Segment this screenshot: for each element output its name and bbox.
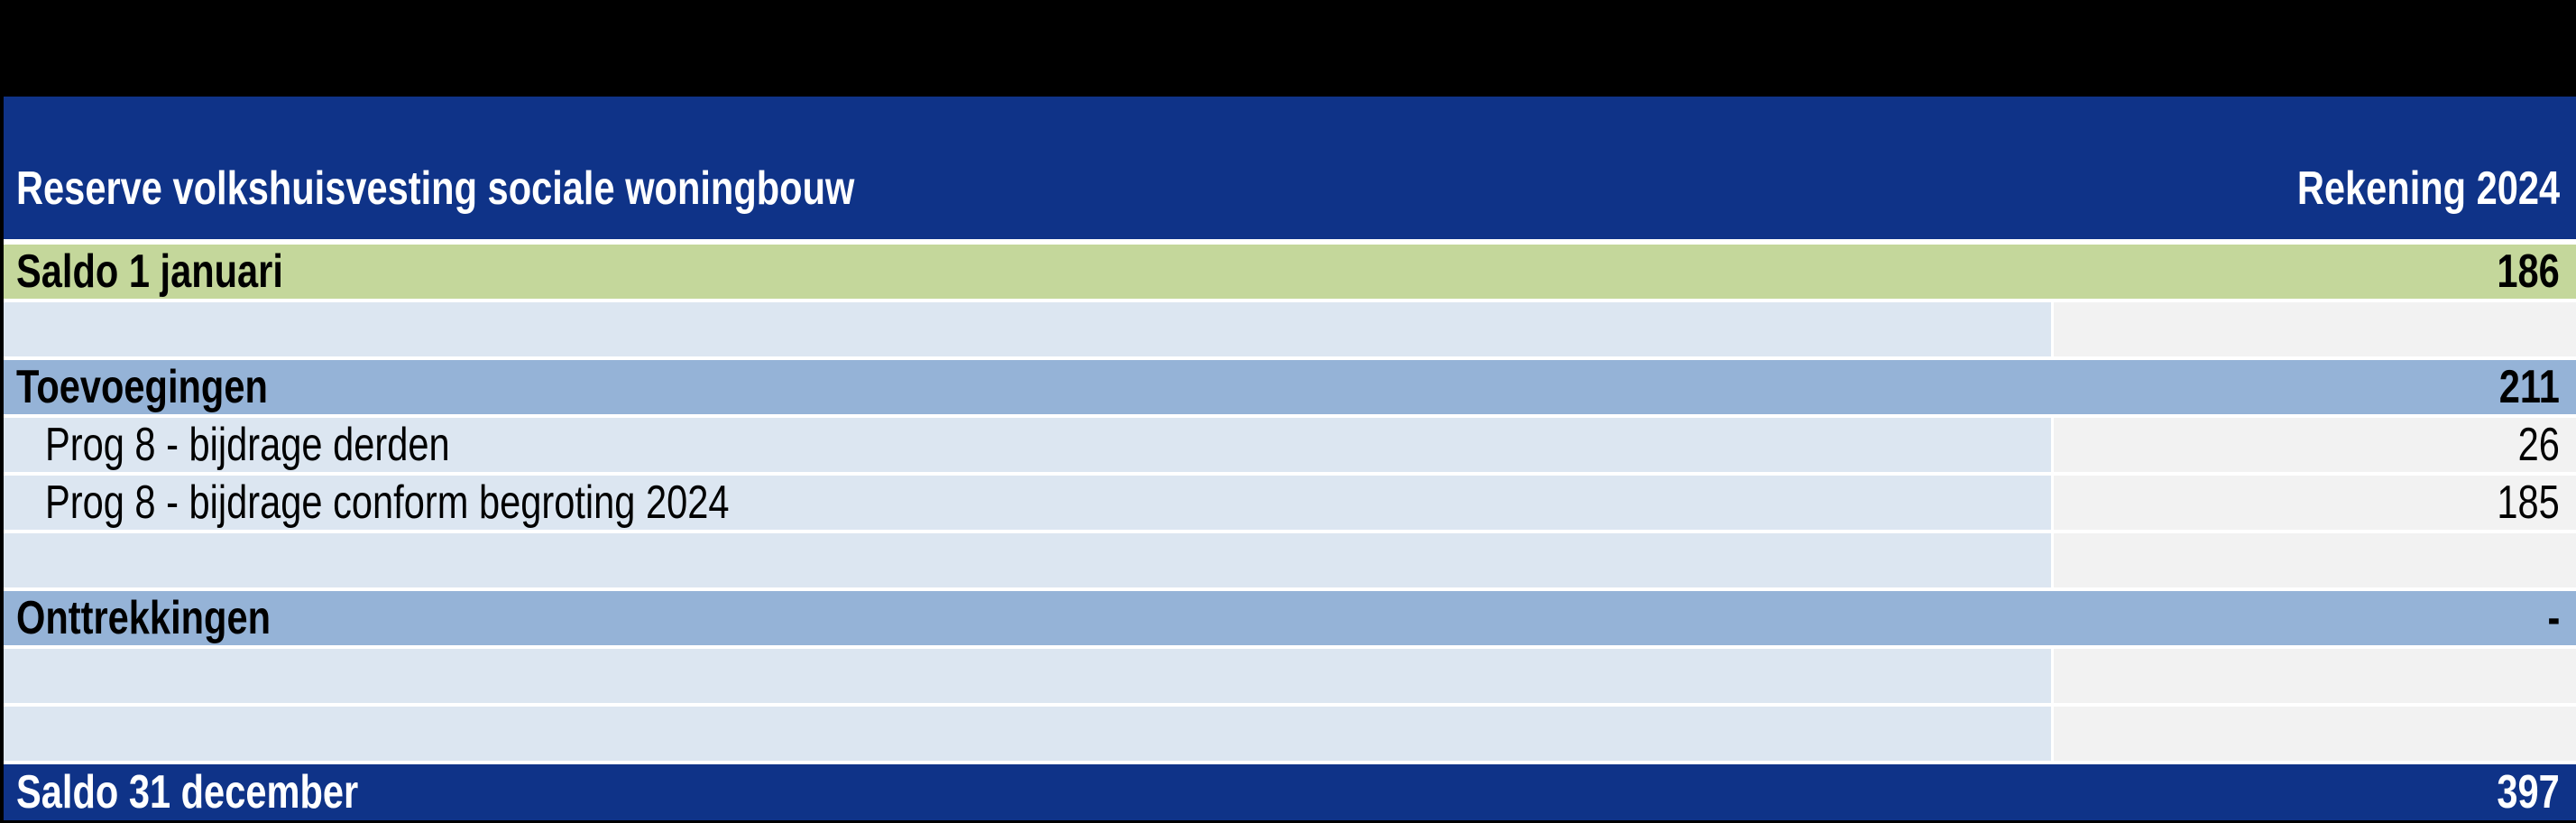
row-value-cell: 26 [2054, 418, 2576, 472]
row-saldo-1-januari: Saldo 1 januari 186 [4, 245, 2576, 299]
row-prog8-bijdrage-derden: Prog 8 - bijdrage derden 26 [4, 418, 2576, 472]
row-label-cell: Onttrekkingen [4, 591, 2054, 645]
row-label-cell [4, 649, 2051, 703]
row-value: 185 [2497, 476, 2560, 529]
row-value-cell: 185 [2054, 476, 2576, 530]
row-value: 397 [2497, 766, 2560, 818]
row-value-cell [2054, 707, 2576, 761]
row-value-cell [2054, 302, 2576, 356]
row-value: 186 [2497, 245, 2560, 298]
row-prog8-bijdrage-conform-begroting-2024: Prog 8 - bijdrage conform begroting 2024… [4, 476, 2576, 530]
row-toevoegingen: Toevoegingen 211 [4, 360, 2576, 414]
table-title: Reserve volkshuisvesting sociale woningb… [16, 162, 855, 215]
row-value: - [2547, 592, 2560, 644]
row-label: Prog 8 - bijdrage conform begroting 2024 [45, 476, 730, 529]
row-value: 211 [2498, 361, 2560, 413]
row-label-cell: Prog 8 - bijdrage conform begroting 2024 [4, 476, 2051, 530]
row-label: Onttrekkingen [16, 592, 271, 644]
row-value: 26 [2517, 419, 2560, 471]
row-empty [4, 302, 2576, 356]
row-label-cell: Saldo 1 januari [4, 245, 2054, 299]
table-header-row: Reserve volkshuisvesting sociale woningb… [4, 97, 2576, 239]
row-value-cell: - [2054, 591, 2576, 645]
row-label-cell [4, 707, 2051, 761]
row-value-cell [2054, 533, 2576, 587]
row-value-cell [2054, 649, 2576, 703]
row-label: Saldo 31 december [16, 766, 359, 818]
row-onttrekkingen: Onttrekkingen - [4, 591, 2576, 645]
row-label: Prog 8 - bijdrage derden [45, 419, 450, 471]
row-label: Saldo 1 januari [16, 245, 283, 298]
row-label-cell: Saldo 31 december [4, 764, 2054, 820]
row-value-cell: 186 [2054, 245, 2576, 299]
row-label: Toevoegingen [16, 361, 268, 413]
row-empty [4, 533, 2576, 587]
row-value-cell: 397 [2054, 764, 2576, 820]
row-label-cell: Toevoegingen [4, 360, 2054, 414]
column-header-rekening: Rekening 2024 [2296, 162, 2560, 215]
reserve-table: Reserve volkshuisvesting sociale woningb… [0, 97, 2576, 820]
row-empty [4, 649, 2576, 703]
row-label-cell [4, 302, 2051, 356]
row-label-cell: Prog 8 - bijdrage derden [4, 418, 2051, 472]
row-empty [4, 707, 2576, 761]
row-saldo-31-december: Saldo 31 december 397 [4, 764, 2576, 820]
row-label-cell [4, 533, 2051, 587]
row-value-cell: 211 [2054, 360, 2576, 414]
